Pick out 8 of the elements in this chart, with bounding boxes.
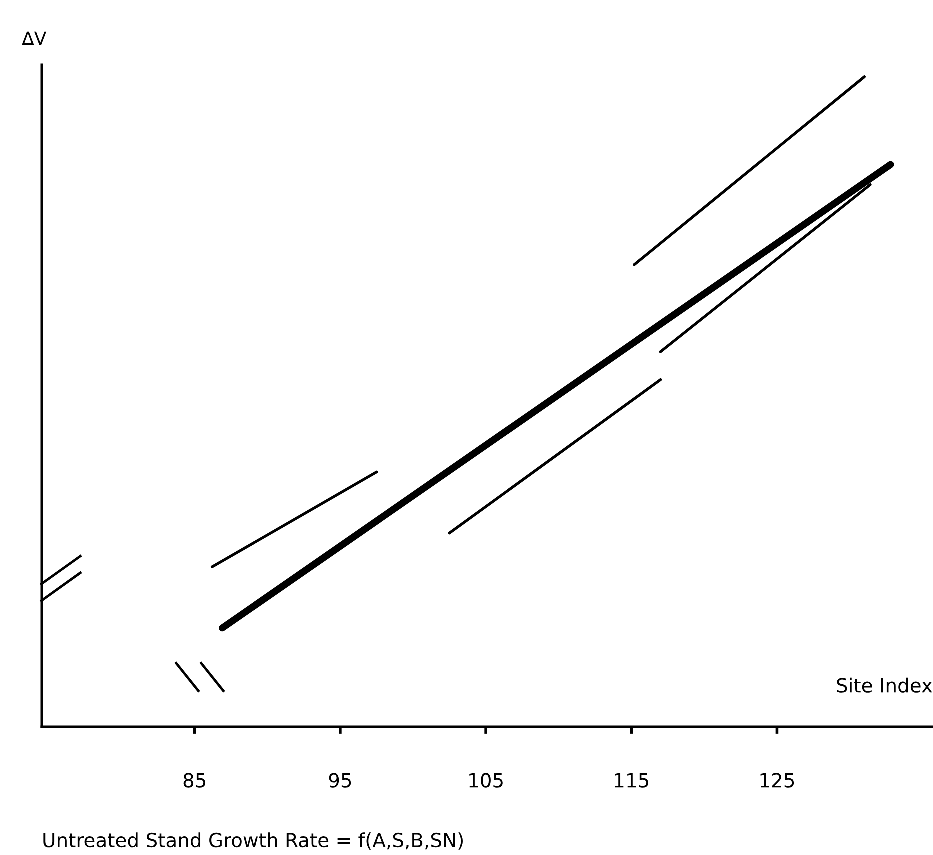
y-axis-title: ΔV (22, 32, 47, 45)
x-tick-label: 125 (760, 773, 794, 788)
x-tick-label: 95 (329, 773, 352, 788)
x-tick-label: 105 (470, 773, 503, 788)
x-axis-title: Site Index (837, 678, 932, 693)
text: Untreated Stand Growth Rate = f(A,S,B,SN) (44, 832, 463, 850)
x-tick-label: 115 (615, 773, 648, 788)
x-tick-label: 85 (184, 773, 206, 788)
